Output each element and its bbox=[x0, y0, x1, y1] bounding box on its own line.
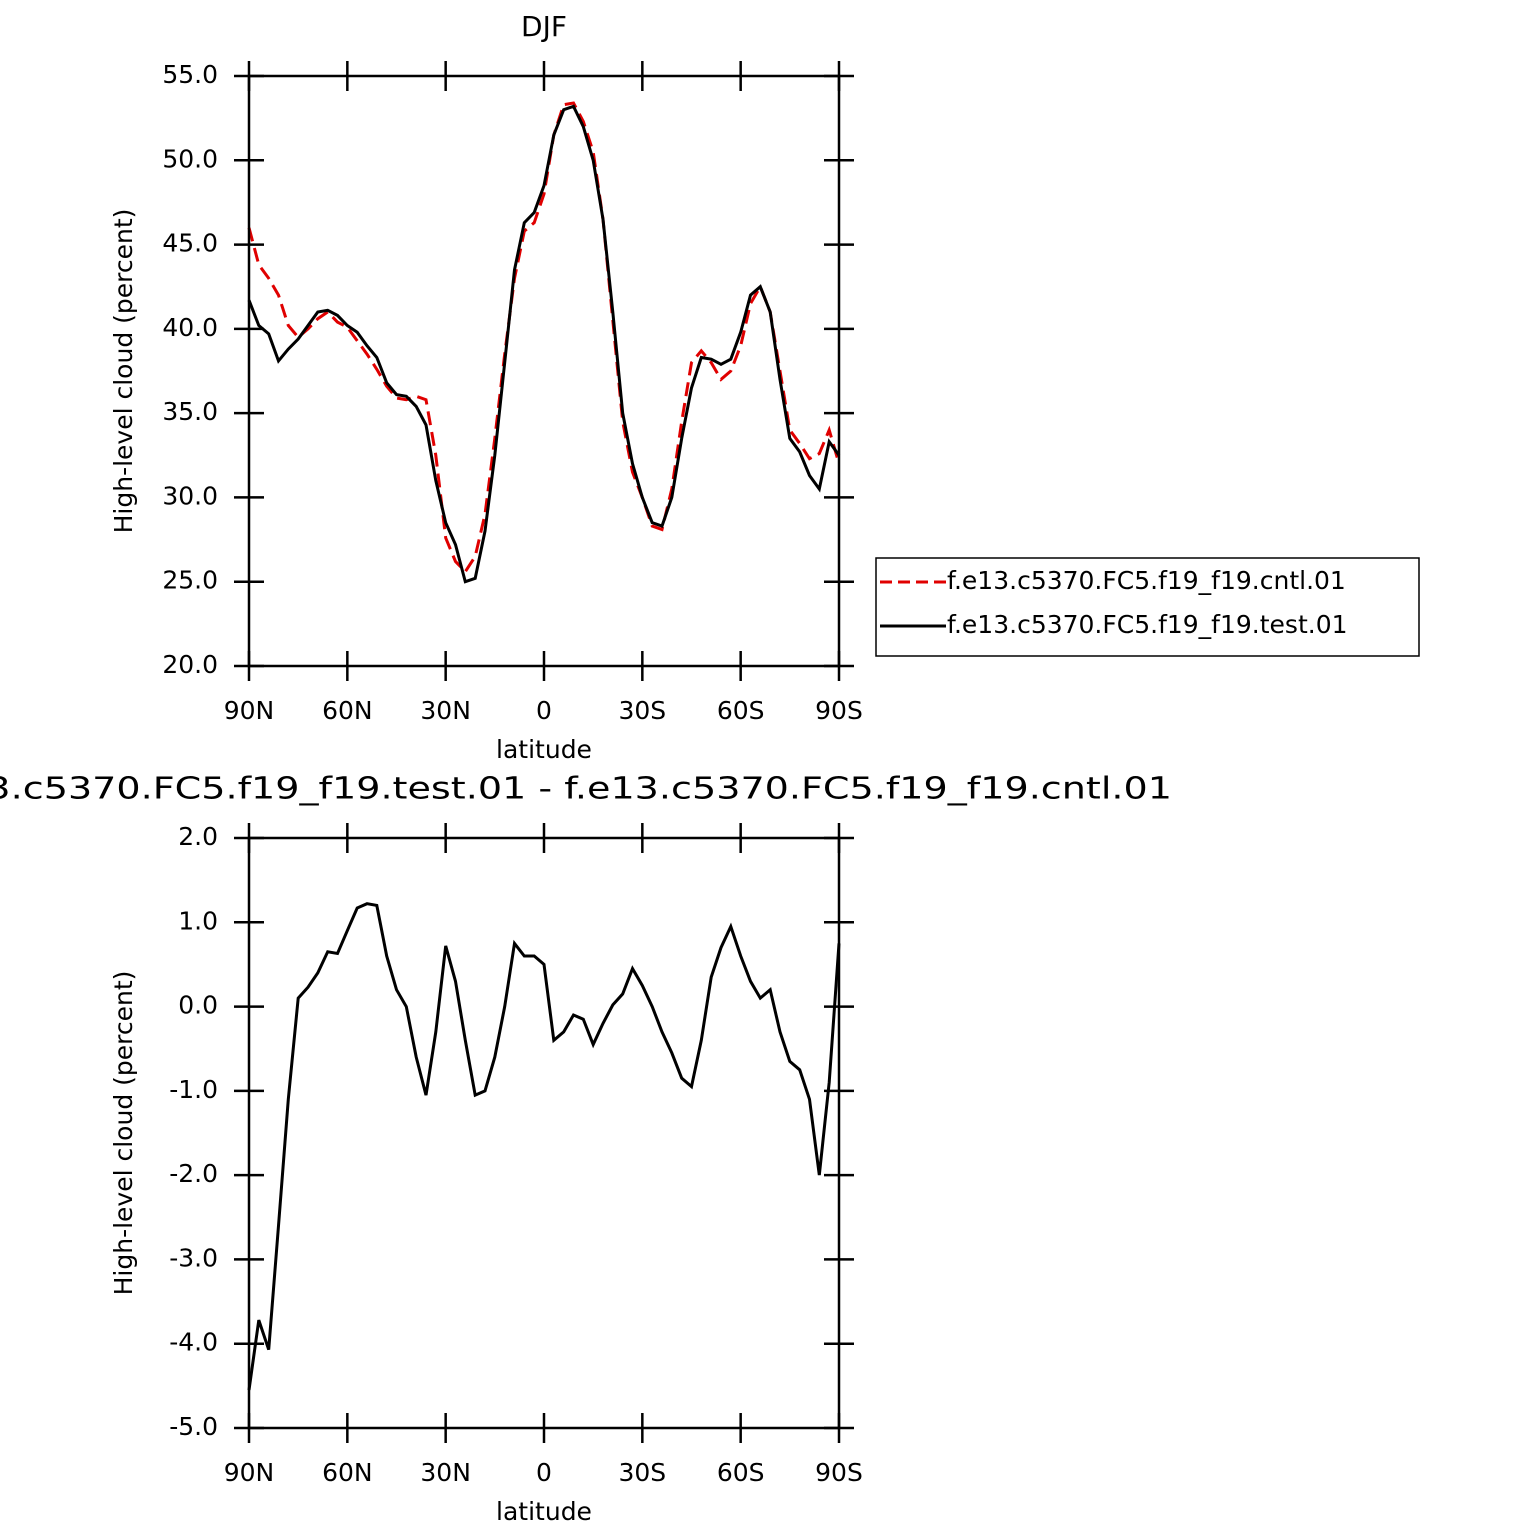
x-tick-label: 60S bbox=[717, 1458, 765, 1487]
chart-title: f.e13.c5370.FC5.f19_f19.test.01 - f.e13.… bbox=[0, 772, 1172, 807]
x-tick-label: 30S bbox=[618, 1458, 666, 1487]
y-tick-label: 20.0 bbox=[162, 650, 218, 679]
y-tick-label: 30.0 bbox=[162, 481, 218, 510]
legend-label: f.e13.c5370.FC5.f19_f19.cntl.01 bbox=[947, 566, 1346, 595]
data-line bbox=[247, 902, 841, 1391]
x-tick-label: 30N bbox=[420, 696, 471, 725]
data-line bbox=[247, 101, 841, 574]
x-tick-label: 30S bbox=[618, 696, 666, 725]
plot-frame bbox=[247, 74, 841, 668]
y-tick-label: 35.0 bbox=[162, 397, 218, 426]
y-tick-label: 0.0 bbox=[178, 991, 218, 1020]
x-tick-label: 90N bbox=[224, 696, 275, 725]
chart-title: DJF bbox=[521, 10, 567, 43]
y-tick-label: -4.0 bbox=[169, 1328, 218, 1357]
y-tick-label: 40.0 bbox=[162, 313, 218, 342]
x-tick-label: 90S bbox=[815, 1458, 863, 1487]
y-tick-label: -1.0 bbox=[169, 1075, 218, 1104]
x-tick-label: 90S bbox=[815, 696, 863, 725]
y-tick-label: -3.0 bbox=[169, 1243, 218, 1272]
x-tick-label: 0 bbox=[536, 696, 552, 725]
y-tick-label: -5.0 bbox=[169, 1412, 218, 1441]
y-tick-label: 25.0 bbox=[162, 566, 218, 595]
y-axis-label: High-level cloud (percent) bbox=[109, 209, 138, 534]
y-tick-label: 2.0 bbox=[178, 822, 218, 851]
x-tick-label: 0 bbox=[536, 1458, 552, 1487]
x-axis-label: latitude bbox=[496, 1497, 592, 1526]
data-line bbox=[247, 104, 841, 584]
y-axis-label: High-level cloud (percent) bbox=[109, 971, 138, 1296]
x-tick-label: 30N bbox=[420, 1458, 471, 1487]
x-tick-label: 60N bbox=[322, 1458, 373, 1487]
legend-label: f.e13.c5370.FC5.f19_f19.test.01 bbox=[947, 610, 1348, 639]
y-tick-label: -2.0 bbox=[169, 1159, 218, 1188]
x-tick-label: 60N bbox=[322, 696, 373, 725]
x-tick-label: 60S bbox=[717, 696, 765, 725]
x-tick-label: 90N bbox=[224, 1458, 275, 1487]
y-tick-label: 45.0 bbox=[162, 229, 218, 258]
legend-box bbox=[875, 557, 1420, 657]
plot-frame bbox=[247, 836, 841, 1430]
y-tick-label: 55.0 bbox=[162, 60, 218, 89]
y-tick-label: 50.0 bbox=[162, 144, 218, 173]
x-axis-label: latitude bbox=[496, 735, 592, 764]
y-tick-label: 1.0 bbox=[178, 906, 218, 935]
